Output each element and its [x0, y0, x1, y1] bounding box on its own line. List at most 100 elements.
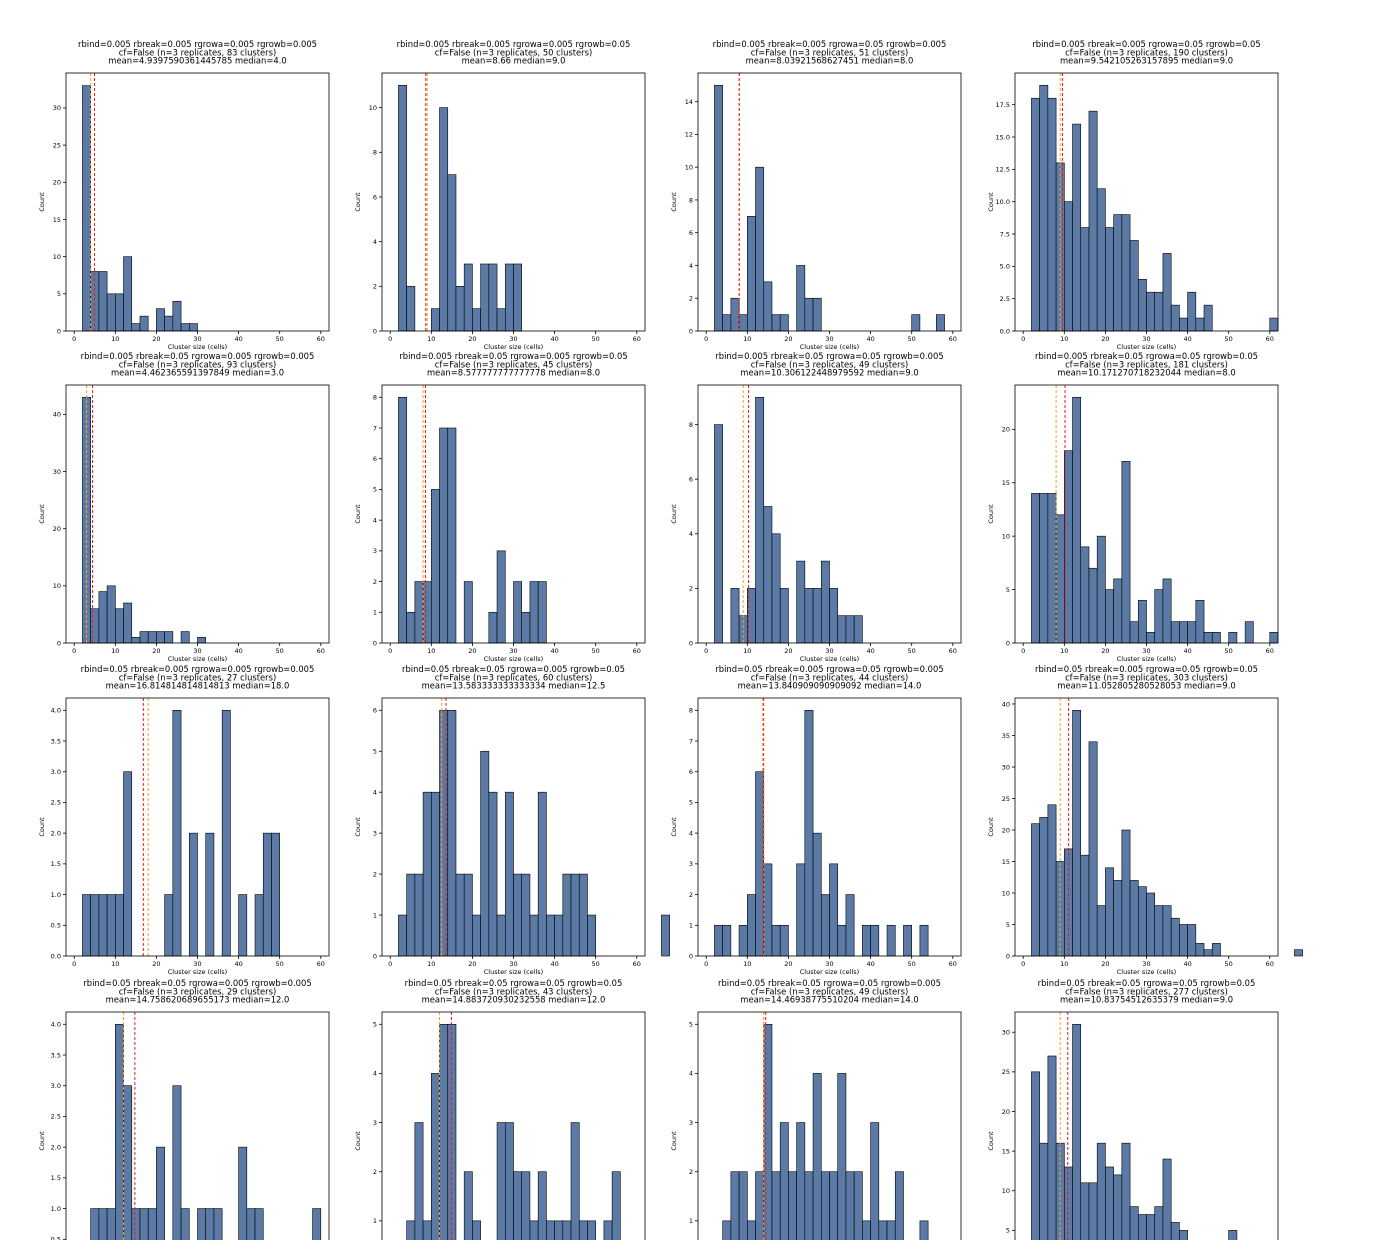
histogram-bar [845, 1171, 855, 1240]
histogram-bar [812, 588, 822, 644]
histogram-bar [139, 1208, 149, 1240]
y-tick-label: 3 [689, 1119, 693, 1127]
histogram-bar [878, 1220, 888, 1240]
histogram-bar [1129, 1206, 1139, 1240]
subplot-13: rbind=0.05 rbreak=0.05 rgrowa=0.005 rgro… [38, 978, 330, 1240]
histogram-bar [853, 615, 863, 644]
histogram-bar [730, 1171, 740, 1240]
y-tick-label: 30 [1002, 763, 1010, 771]
y-axis-label: Count [670, 1131, 678, 1151]
x-axis-label: Cluster size (cells) [484, 655, 543, 663]
histogram-bar [1195, 317, 1205, 332]
histogram-bar [406, 873, 416, 957]
histogram-bar [1179, 924, 1188, 957]
y-tick-label: 4 [689, 530, 693, 538]
y-axis-label: Count [354, 192, 362, 212]
histogram-bar [804, 588, 814, 644]
histogram-bar [131, 323, 141, 332]
y-axis-label: Count [987, 504, 995, 524]
subplot-title-line: rbind=0.005 rbreak=0.005 rgrowa=0.05 rgr… [1032, 39, 1260, 49]
histogram-bar [513, 263, 523, 332]
histogram-bar [90, 1208, 100, 1240]
histogram-bar [271, 832, 280, 957]
histogram-bar [1088, 1182, 1098, 1240]
x-tick-label: 10 [427, 335, 435, 343]
histogram-bar [123, 602, 133, 644]
histogram-bar [1121, 461, 1131, 644]
subplot-12: rbind=0.05 rbreak=0.005 rgrowa=0.05 rgro… [987, 664, 1303, 976]
histogram-bar [480, 263, 490, 332]
histogram-bar [455, 873, 465, 957]
x-tick-label: 50 [276, 647, 284, 655]
x-tick-label: 0 [72, 960, 76, 968]
subplot-2: rbind=0.005 rbreak=0.005 rgrowa=0.005 rg… [354, 39, 646, 351]
subplot-title-line: mean=10.171270718232044 median=8.0 [1057, 368, 1235, 378]
histogram-bar [837, 924, 847, 957]
histogram-bar [90, 894, 100, 957]
x-tick-label: 20 [152, 647, 160, 655]
y-tick-label: 1 [373, 1217, 377, 1225]
y-tick-label: 1.5 [51, 860, 61, 868]
histogram-bar [180, 631, 190, 644]
x-axis-label: Cluster size (cells) [800, 968, 859, 976]
subplot-title-line: mean=10.83754512635379 median=9.0 [1060, 995, 1233, 1005]
histogram-bar [439, 1023, 449, 1240]
x-tick-label: 60 [1266, 647, 1274, 655]
x-axis-label: Cluster size (cells) [168, 968, 227, 976]
histogram-bar [123, 771, 133, 957]
y-tick-label: 12 [685, 131, 693, 139]
histogram-bar [197, 1208, 207, 1240]
histogram-bar [763, 1023, 773, 1240]
histogram-bar [779, 1122, 789, 1240]
histogram-bar [886, 924, 896, 957]
histogram-bar [755, 771, 765, 957]
subplot-title-line: rbind=0.05 rbreak=0.05 rgrowa=0.05 rgrow… [1038, 978, 1256, 988]
subplot-6: rbind=0.005 rbreak=0.05 rgrowa=0.005 rgr… [354, 351, 646, 663]
x-tick-label: 50 [1225, 960, 1233, 968]
subplot-title-line: cf=False (n=3 replicates, 181 clusters) [1065, 359, 1228, 369]
y-tick-label: 1 [689, 922, 693, 930]
y-tick-label: 0 [1006, 952, 1010, 960]
y-tick-label: 12.5 [996, 166, 1010, 174]
x-tick-label: 20 [1101, 335, 1109, 343]
y-tick-label: 15 [1002, 479, 1010, 487]
y-tick-label: 0 [1006, 639, 1010, 647]
histogram-bar [504, 791, 514, 957]
histogram-bar [513, 873, 523, 957]
x-tick-label: 60 [949, 960, 957, 968]
x-tick-label: 30 [1142, 647, 1150, 655]
y-tick-label: 4 [373, 516, 377, 524]
histogram-bar [537, 791, 547, 957]
x-tick-label: 40 [1183, 647, 1191, 655]
histogram-bar [180, 323, 190, 332]
y-tick-label: 6 [689, 768, 693, 776]
x-axis-label: Cluster size (cells) [1117, 343, 1176, 351]
x-tick-label: 10 [743, 960, 751, 968]
subplot-title-line: cf=False (n=3 replicates, 51 clusters) [751, 47, 909, 57]
histogram-bar [1154, 589, 1164, 644]
subplot-5: rbind=0.005 rbreak=0.05 rgrowa=0.005 rgr… [38, 351, 330, 663]
histogram-bar [919, 1220, 929, 1240]
histogram-bar [537, 581, 547, 644]
y-tick-label: 4.0 [51, 1021, 61, 1029]
x-tick-label: 10 [1060, 960, 1068, 968]
y-tick-label: 7 [689, 737, 693, 745]
histogram-bar [747, 216, 756, 332]
histogram-bar [1039, 84, 1049, 332]
y-tick-label: 15.0 [996, 133, 1010, 141]
y-tick-label: 20 [1002, 426, 1010, 434]
axes-frame [697, 1011, 962, 1240]
x-tick-label: 50 [592, 960, 600, 968]
subplot-title-line: rbind=0.05 rbreak=0.05 rgrowa=0.005 rgro… [402, 664, 625, 674]
histogram-bar [779, 314, 789, 332]
histogram-bar [820, 560, 830, 644]
y-tick-label: 5 [1006, 921, 1010, 929]
histogram-bar [1146, 632, 1156, 644]
histogram-bar [1031, 97, 1040, 332]
y-tick-label: 2.5 [51, 799, 61, 807]
histogram-bar [755, 166, 765, 332]
y-tick-label: 1 [689, 1217, 693, 1225]
histogram-bar [123, 256, 133, 332]
histogram-bar [747, 1220, 756, 1240]
y-tick-label: 35 [1002, 732, 1010, 740]
